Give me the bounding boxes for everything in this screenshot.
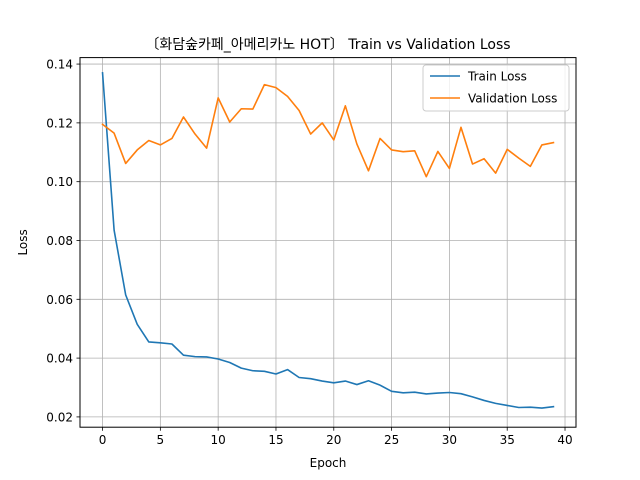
y-tick-label: 0.10 (46, 175, 73, 189)
x-tick-label: 10 (211, 433, 226, 447)
legend: Train Loss Validation Loss (422, 64, 570, 112)
legend-label-train-loss: Train Loss (467, 70, 527, 84)
y-axis-label: Loss (16, 229, 30, 255)
ticks: 0 5 10 15 20 25 30 35 40 0.02 0.04 0.06 0.08 0.10 0.12… (46, 58, 572, 448)
series-line-validation-loss (101, 83, 555, 178)
x-tick-label: 15 (268, 433, 283, 447)
x-tick-label: 5 (157, 433, 165, 447)
legend-label-validation-loss: Validation Loss (468, 92, 557, 106)
series-layer (101, 72, 555, 409)
y-tick-label: 0.06 (46, 293, 73, 307)
x-tick-label: 35 (500, 433, 515, 447)
x-tick-label: 20 (326, 433, 341, 447)
x-tick-label: 40 (557, 433, 572, 447)
chart-title: 〔화담숲카페_아메리카노 HOT〕 Train vs Validation Lo… (145, 37, 510, 53)
y-tick-label: 0.14 (46, 58, 73, 72)
y-tick-label: 0.02 (46, 410, 73, 424)
x-tick-label: 25 (384, 433, 399, 447)
x-axis-label: Epoch (310, 456, 347, 470)
x-tick-label: 0 (99, 433, 107, 447)
grid (80, 57, 576, 428)
y-tick-label: 0.08 (46, 234, 73, 248)
plot-area-frame (79, 57, 577, 428)
y-tick-label: 0.12 (46, 116, 73, 130)
x-tick-label: 30 (442, 433, 457, 447)
series-line-train-loss (101, 72, 555, 409)
y-tick-label: 0.04 (46, 352, 73, 366)
